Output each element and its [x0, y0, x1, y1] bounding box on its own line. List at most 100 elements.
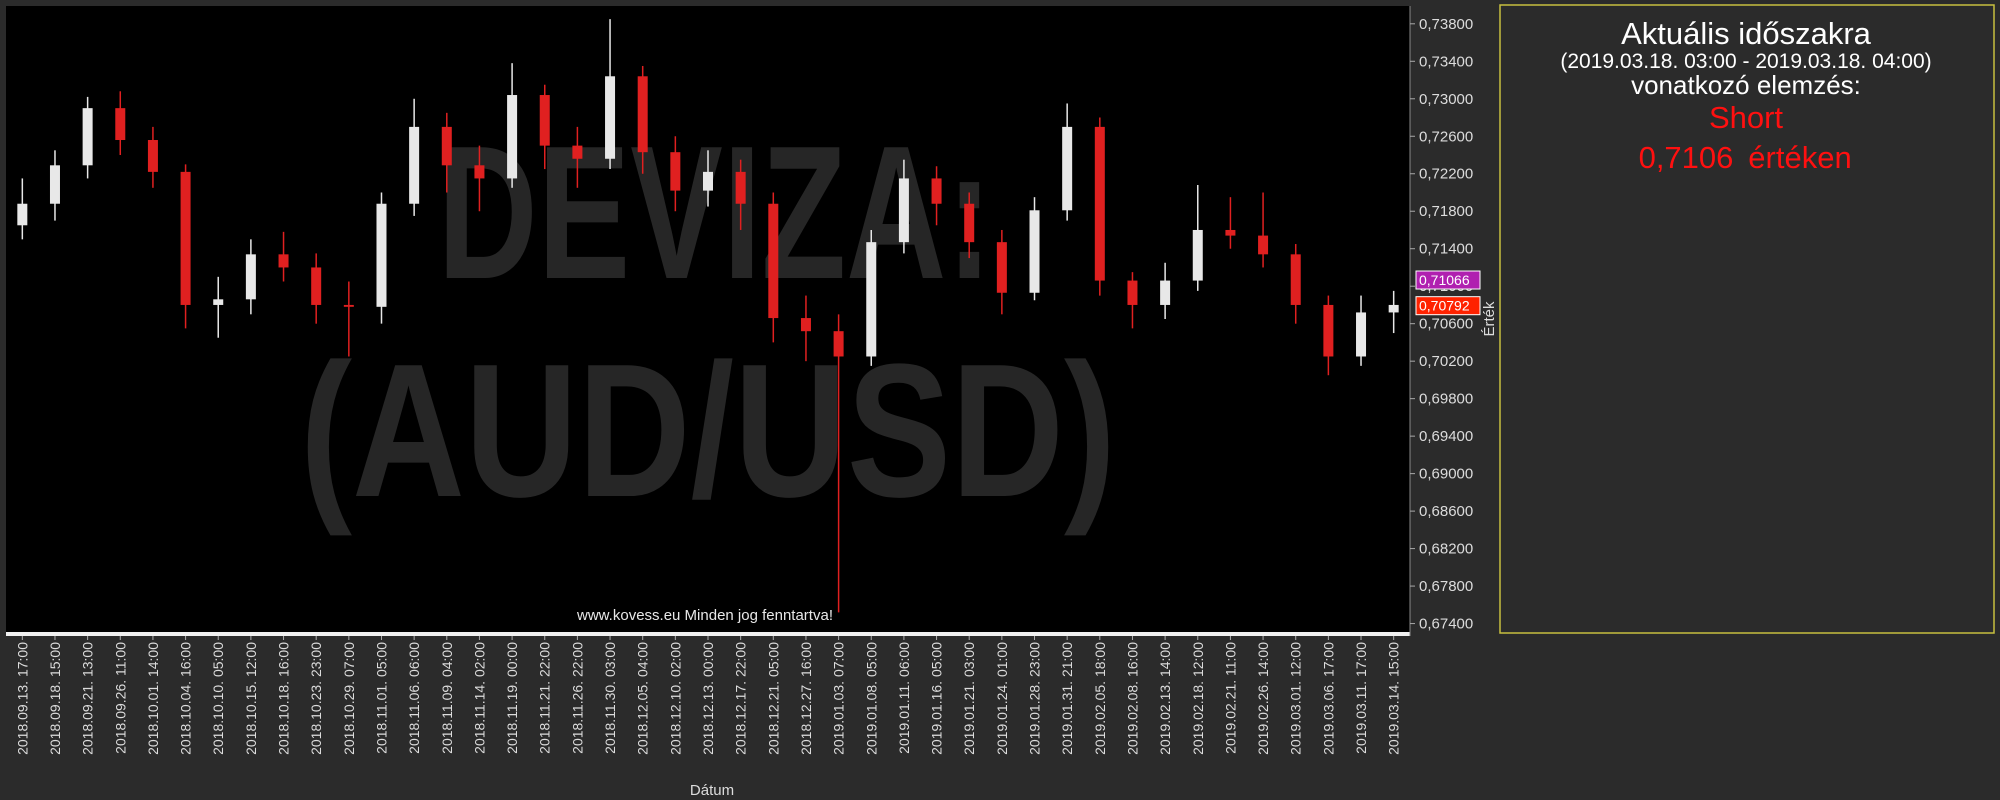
candle-body — [703, 171, 713, 191]
x-tick-label: 2018.11.21. 22:00 — [537, 642, 553, 754]
footer: www.kovess.eu Minden jog fenntartva! — [576, 607, 833, 624]
y-tick-label: 0,73400 — [1419, 53, 1473, 70]
candle-body — [1290, 254, 1301, 305]
x-tick-label: 2018.11.06. 06:00 — [406, 642, 422, 754]
candle-body — [441, 126, 452, 166]
x-tick-label: 2019.01.31. 21:00 — [1059, 642, 1075, 755]
candle-body — [1388, 304, 1399, 313]
candle-body — [833, 331, 844, 357]
candle-body — [49, 165, 60, 204]
y-tick-label: 0,72200 — [1419, 166, 1473, 183]
x-tick-label: 2018.09.21. 13:00 — [80, 642, 96, 755]
x-tick-label: 2019.02.08. 16:00 — [1124, 642, 1140, 755]
x-axis-line — [6, 632, 1410, 636]
x-tick-label: 2018.11.26. 22:00 — [569, 642, 585, 754]
x-tick-label: 2019.03.06. 17:00 — [1320, 642, 1336, 755]
y-tick-label: 0,69000 — [1419, 466, 1473, 483]
x-tick-label: 2018.12.10. 02:00 — [667, 642, 683, 755]
price-tag-label: 0,71066 — [1419, 272, 1470, 288]
x-tick-label: 2019.01.21. 03:00 — [961, 642, 977, 755]
candle-body — [735, 171, 746, 204]
panel-subheading: vonatkozó elemzés: — [1631, 70, 1861, 100]
x-tick-label: 2018.12.21. 05:00 — [765, 642, 781, 755]
x-tick-label: 2018.10.04. 16:00 — [178, 642, 194, 755]
panel-heading: Aktuális időszakra — [1621, 16, 1872, 51]
candle-body — [1062, 126, 1073, 211]
x-tick-label: 2019.02.26. 14:00 — [1255, 642, 1271, 755]
watermark: (AUD/USD) — [300, 325, 1116, 537]
analysis-panel — [1499, 4, 1995, 634]
x-tick-label: 2018.09.26. 11:00 — [112, 642, 128, 754]
candle-body — [180, 171, 191, 305]
y-tick-label: 0,68600 — [1419, 503, 1473, 520]
y-axis-label: Érték — [1481, 301, 1498, 337]
candle-body — [670, 152, 681, 191]
candle-body — [1127, 280, 1138, 305]
x-axis-label: Dátum — [690, 782, 734, 799]
panel-price-suffix: értéken — [1748, 140, 1851, 175]
y-tick-label: 0,73800 — [1419, 16, 1473, 33]
x-tick-label: 2019.01.03. 07:00 — [831, 642, 847, 755]
candle-body — [409, 126, 420, 204]
x-tick-label: 2018.09.18. 15:00 — [47, 642, 63, 755]
x-tick-label: 2019.03.01. 12:00 — [1288, 642, 1304, 755]
y-tick-label: 0,68200 — [1419, 541, 1473, 558]
candle-body — [1356, 312, 1367, 357]
x-tick-label: 2019.01.24. 01:00 — [994, 642, 1010, 755]
x-tick-label: 2019.03.14. 15:00 — [1386, 642, 1402, 755]
x-tick-label: 2019.01.16. 05:00 — [929, 642, 945, 755]
candle-body — [213, 299, 224, 305]
candle-body — [343, 304, 354, 307]
y-tick-label: 0,69400 — [1419, 428, 1473, 445]
candle-body — [866, 242, 877, 357]
x-tick-label: 2019.02.18. 12:00 — [1190, 642, 1206, 755]
candle-body — [637, 76, 648, 153]
x-tick-label: 2018.10.10. 05:00 — [210, 642, 226, 755]
x-tick-label: 2018.12.27. 16:00 — [798, 642, 814, 755]
x-tick-label: 2018.10.29. 07:00 — [341, 642, 357, 755]
x-tick-label: 2018.12.13. 00:00 — [700, 642, 716, 755]
x-tick-label: 2019.01.11. 06:00 — [896, 642, 912, 754]
x-tick-label: 2018.11.09. 04:00 — [439, 642, 455, 754]
candle-body — [115, 108, 126, 141]
panel-signal: Short — [1709, 100, 1783, 135]
candle-body — [245, 254, 256, 300]
candle-body — [311, 267, 322, 305]
y-tick-label: 0,67800 — [1419, 578, 1473, 595]
x-tick-label: 2018.11.01. 05:00 — [373, 642, 389, 754]
y-tick-label: 0,70600 — [1419, 316, 1473, 333]
candle-body — [1029, 210, 1040, 293]
candle-body — [507, 95, 518, 179]
candle-body — [768, 203, 779, 319]
candle-body — [931, 178, 942, 204]
x-tick-label: 2018.10.01. 14:00 — [145, 642, 161, 755]
watermark: DEVIZA: — [438, 107, 993, 319]
price-tag — [1415, 270, 1481, 290]
x-tick-label: 2018.11.19. 00:00 — [504, 642, 520, 754]
candle-body — [474, 165, 485, 179]
candle-body — [996, 242, 1007, 293]
x-tick-label: 2018.11.30. 03:00 — [602, 642, 618, 754]
y-tick-label: 0,71800 — [1419, 203, 1473, 220]
x-tick-label: 2018.10.23. 23:00 — [308, 642, 324, 755]
x-tick-label: 2019.01.28. 23:00 — [1027, 642, 1043, 755]
candle-body — [376, 203, 387, 307]
candle-body — [539, 95, 550, 146]
y-tick-label: 0,67400 — [1419, 616, 1473, 633]
x-tick-label: 2019.02.21. 11:00 — [1222, 642, 1238, 754]
candle-body — [800, 318, 811, 332]
panel-period: (2019.03.18. 03:00 - 2019.03.18. 04:00) — [1560, 50, 1931, 73]
price-tag-label: 0,70792 — [1419, 298, 1470, 314]
candle-body — [964, 203, 975, 243]
candle-body — [1225, 229, 1236, 236]
plot-area — [6, 6, 1410, 632]
candle-body — [1192, 229, 1203, 281]
candle-body — [572, 145, 583, 159]
y-tick-label: 0,73000 — [1419, 91, 1473, 108]
candle-body — [17, 203, 28, 226]
candle-body — [898, 178, 909, 243]
candle-body — [82, 108, 93, 166]
x-tick-label: 2019.01.08. 05:00 — [863, 642, 879, 755]
x-tick-label: 2019.02.13. 14:00 — [1157, 642, 1173, 755]
